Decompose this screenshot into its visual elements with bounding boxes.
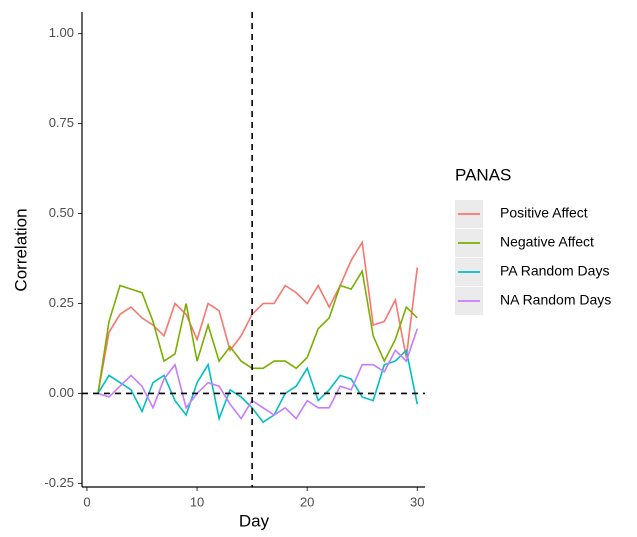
y-tick-label: -0.25 (44, 475, 74, 490)
legend-label: Negative Affect (500, 234, 594, 250)
x-tick-label: 30 (410, 494, 424, 509)
series-line (97, 348, 419, 424)
x-axis-title: Day (239, 511, 270, 530)
series-line (97, 239, 419, 394)
series-line (97, 268, 418, 394)
y-axis-title: Correlation (11, 208, 30, 291)
y-tick-label: 0.25 (49, 295, 74, 310)
legend-title: PANAS (455, 165, 511, 184)
legend-label: PA Random Days (500, 263, 609, 279)
x-tick-label: 10 (190, 494, 204, 509)
series-line (97, 328, 419, 421)
legend-label: NA Random Days (500, 292, 611, 308)
y-tick-label: 1.00 (49, 25, 74, 40)
x-tick-label: 0 (83, 494, 90, 509)
x-tick-label: 20 (300, 494, 314, 509)
y-tick-label: 0.00 (49, 385, 74, 400)
legend-label: Positive Affect (500, 205, 588, 221)
y-tick-label: 0.75 (49, 115, 74, 130)
y-tick-label: 0.50 (49, 205, 74, 220)
